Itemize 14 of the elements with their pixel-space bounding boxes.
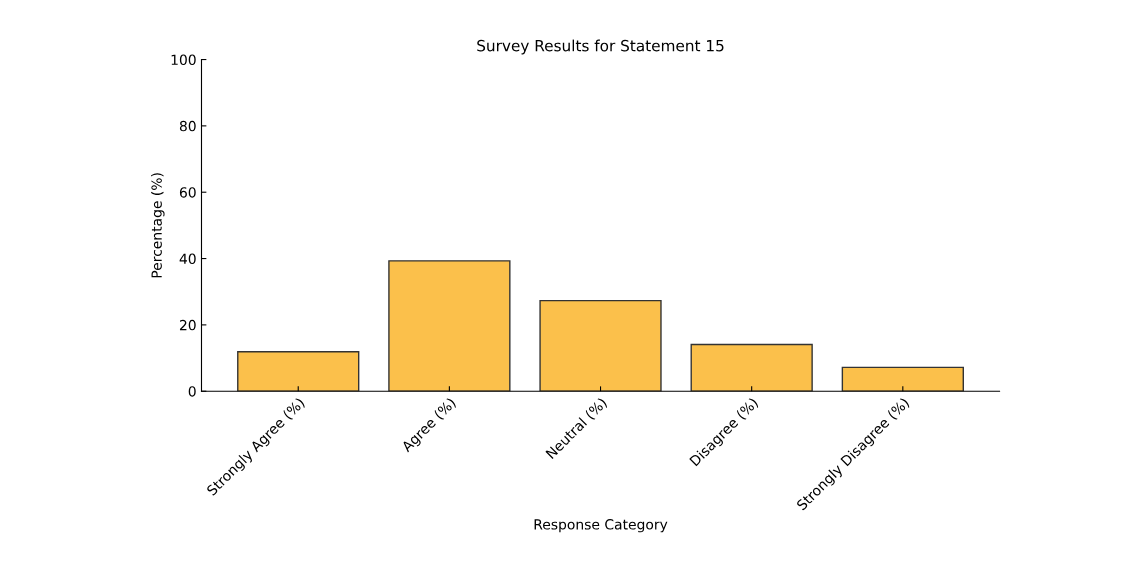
y-tick-label: 40 <box>179 253 196 265</box>
y-tick-label: 100 <box>171 54 196 66</box>
bar <box>841 366 964 392</box>
y-axis-title: Percentage (%) <box>151 173 165 278</box>
y-tick-label: 0 <box>188 386 196 397</box>
y-tick-label: 80 <box>179 120 196 132</box>
bar <box>539 299 662 392</box>
chart-title: Survey Results for Statement 15 <box>477 39 724 55</box>
x-axis-title: Response Category <box>534 519 668 533</box>
bar <box>237 351 360 392</box>
bar <box>388 260 511 392</box>
y-tick-label: 20 <box>179 319 196 331</box>
bar <box>690 343 813 392</box>
y-tick-label: 60 <box>179 187 196 198</box>
